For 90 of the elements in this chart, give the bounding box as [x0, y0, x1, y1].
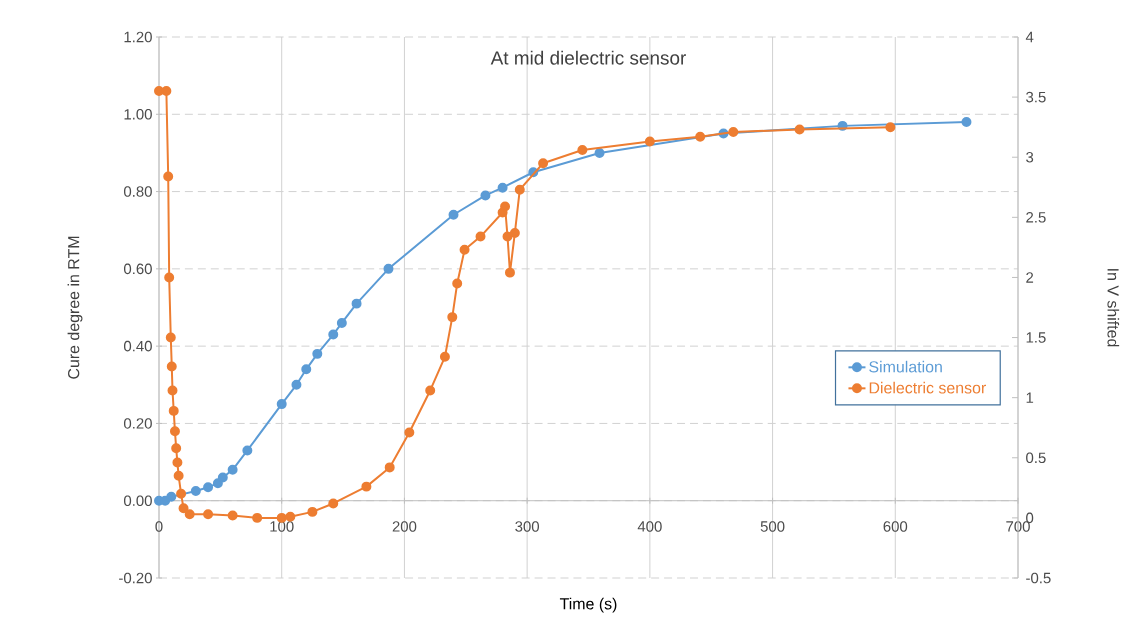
y-tick-label: 0.20	[123, 418, 152, 429]
point	[351, 298, 362, 309]
point	[176, 488, 187, 499]
point	[728, 126, 739, 137]
point	[173, 470, 184, 481]
point	[203, 509, 214, 520]
x-axis-title: Time (s)	[559, 597, 617, 613]
point	[448, 209, 459, 220]
x-tick-label: 0	[155, 521, 163, 532]
point	[184, 509, 195, 520]
y2-tick-label: 3.5	[1026, 91, 1046, 103]
point	[161, 86, 172, 97]
y-tick-label: -0.20	[119, 572, 152, 584]
x-tick-label: 600	[883, 521, 908, 532]
y2-tick-label: 4	[1025, 31, 1034, 43]
point	[242, 445, 253, 456]
point	[459, 244, 470, 255]
point	[480, 190, 491, 201]
point	[509, 227, 520, 238]
y2-axis-title: In V shifted	[1107, 269, 1120, 347]
legend-label: Dielectric sensor	[869, 381, 986, 394]
point	[500, 201, 511, 212]
x-tick-label: 400	[637, 521, 662, 532]
point	[171, 443, 182, 454]
point	[452, 278, 463, 289]
point	[439, 351, 450, 362]
y-tick-label: 1.20	[124, 31, 152, 43]
y-tick-label: 0.60	[123, 263, 152, 275]
point	[384, 462, 395, 473]
point	[163, 171, 174, 182]
point	[328, 329, 339, 340]
point	[794, 124, 805, 135]
point	[203, 482, 214, 493]
point	[594, 147, 605, 158]
point	[227, 510, 238, 521]
y2-tick-label: 0.5	[1026, 452, 1046, 464]
y2-tick-label: 1	[1026, 392, 1034, 403]
y-tick-label: 0.00	[123, 495, 152, 506]
point	[312, 348, 323, 359]
point	[475, 231, 486, 242]
y-tick-label: 0.40	[123, 340, 152, 352]
y2-tick-label: 2	[1026, 272, 1034, 283]
y2-tick-label: -0.5	[1026, 572, 1051, 584]
point	[514, 184, 525, 195]
point	[276, 399, 287, 410]
point	[336, 317, 347, 328]
point	[190, 486, 201, 497]
point	[169, 426, 180, 437]
point	[168, 405, 179, 416]
point	[885, 122, 896, 133]
point	[178, 503, 189, 514]
point	[447, 312, 458, 323]
x-tick-label: 100	[270, 521, 294, 532]
point	[172, 457, 183, 468]
y2-tick-label: 3	[1026, 151, 1034, 163]
y-tick-label: 0.80	[123, 186, 152, 197]
point	[383, 263, 394, 274]
point	[252, 512, 263, 523]
y-tick-label: 1.00	[124, 108, 152, 120]
point	[285, 511, 296, 522]
point	[307, 506, 318, 517]
point	[497, 182, 508, 193]
point	[695, 131, 706, 142]
point	[217, 472, 228, 483]
x-tick-label: 200	[392, 521, 417, 532]
point	[644, 136, 655, 147]
point	[164, 272, 175, 283]
point	[227, 464, 238, 475]
point	[361, 481, 372, 492]
point	[165, 332, 176, 343]
point	[212, 478, 223, 489]
point	[538, 158, 549, 169]
point	[328, 498, 339, 509]
point	[577, 145, 588, 155]
x-tick-label: 300	[515, 521, 540, 532]
legend-label: Simulation	[869, 360, 942, 373]
point	[961, 117, 972, 127]
point	[504, 267, 515, 278]
y2-tick-label: 2.5	[1026, 212, 1046, 223]
point	[291, 379, 302, 390]
text: At mid dielectric sensor	[490, 50, 686, 65]
y2-tick-label: 1.5	[1026, 332, 1046, 343]
point	[166, 491, 177, 502]
point	[301, 364, 312, 375]
point	[425, 385, 436, 396]
point	[167, 385, 178, 396]
point	[404, 427, 415, 438]
x-tick-label: 500	[760, 521, 785, 532]
y-axis-title: Cure degree in RTM	[67, 236, 83, 379]
point	[166, 361, 177, 372]
